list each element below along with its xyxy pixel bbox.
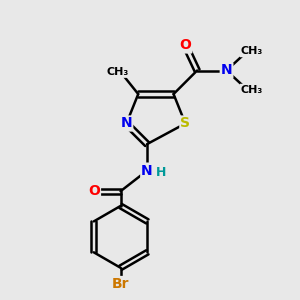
Text: O: O [179, 38, 191, 52]
Text: N: N [221, 64, 232, 77]
Text: Br: Br [112, 277, 129, 291]
Text: H: H [156, 166, 166, 178]
Text: N: N [121, 116, 132, 130]
Text: N: N [141, 164, 153, 178]
Text: CH₃: CH₃ [241, 46, 263, 56]
Text: CH₃: CH₃ [241, 85, 263, 94]
Text: CH₃: CH₃ [106, 67, 129, 77]
Text: O: O [88, 184, 100, 198]
Text: S: S [180, 116, 190, 130]
